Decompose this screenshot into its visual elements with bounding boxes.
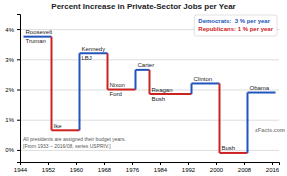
- watermark: zFacts.com: [255, 127, 285, 133]
- tick: 1%: [5, 117, 20, 123]
- segment-label: Roosevelt: [26, 29, 53, 35]
- connector: [149, 70, 151, 94]
- connector: [135, 70, 137, 90]
- tick-mark: [17, 150, 20, 151]
- tick-mark: [160, 162, 161, 165]
- chart: 0% 1% 2% 3% 4% 1944 1952 1960 1968 1976 1984 1992 20…: [0, 0, 287, 176]
- tick: 2%: [5, 87, 20, 93]
- tick-mark: [132, 162, 133, 165]
- axis-line: [17, 15, 21, 163]
- connector: [219, 83, 221, 152]
- segment-label: Bush: [152, 96, 166, 102]
- segment-label: Reagan: [152, 87, 173, 93]
- tick-label: 2%: [5, 87, 14, 93]
- tick-label: 1%: [5, 117, 14, 123]
- tick-label: 1944: [14, 167, 28, 173]
- tick: 2016: [266, 162, 280, 173]
- tick-label: 2016: [266, 167, 280, 173]
- footnote: [From 1933 – 2016/08, series USPRIV.]: [23, 143, 111, 149]
- tick-mark: [17, 90, 20, 91]
- tick-mark: [20, 162, 21, 165]
- tick: 1968: [98, 162, 112, 173]
- grid-line: [20, 59, 279, 60]
- notes: All presidents are assigned their budget…: [23, 136, 126, 149]
- x-axis: 1944 1952 1960 1968 1976 1984 1992 2000 2008 2016: [14, 162, 280, 173]
- segment-label: Bush: [222, 145, 236, 151]
- tick-mark: [104, 162, 105, 165]
- tick-mark: [272, 162, 273, 165]
- segment-label: Carter: [138, 62, 155, 68]
- tick-label: 0%: [5, 147, 14, 153]
- grid: [20, 30, 279, 151]
- tick-label: 2000: [210, 167, 224, 173]
- connector: [79, 53, 81, 130]
- connector: [191, 83, 193, 94]
- tick-label: 3%: [5, 57, 14, 63]
- axis-line: [21, 163, 280, 166]
- grid-line: [20, 150, 279, 151]
- grid-tick: [20, 59, 279, 60]
- tick: 4%: [5, 27, 20, 33]
- segment-label: Obama: [250, 85, 270, 91]
- tick: 3%: [5, 57, 20, 63]
- tick-label: 1976: [126, 167, 140, 173]
- tick: 2000: [210, 162, 224, 173]
- legend-entry: Democrats: 3 % per year: [198, 18, 270, 24]
- step-segment: [136, 69, 150, 71]
- tick-label: 1968: [98, 167, 112, 173]
- segment-label: Ford: [110, 91, 122, 97]
- tick-label: 4%: [5, 27, 14, 33]
- tick: 2008: [238, 162, 252, 173]
- segment-label: Truman: [26, 38, 46, 44]
- step-segment: [248, 92, 276, 94]
- tick: 1984: [154, 162, 168, 173]
- marks: [24, 37, 276, 153]
- tick-mark: [76, 162, 77, 165]
- segment-label: Ike: [54, 123, 63, 129]
- segment-label: Nixon: [110, 82, 125, 88]
- y-axis: 0% 1% 2% 3% 4%: [5, 15, 20, 163]
- title: Percent Increase in Private-Sector Jobs …: [51, 2, 235, 11]
- tick-mark: [17, 29, 20, 30]
- segment-label: Clinton: [194, 76, 213, 82]
- legend-entry: Republicans: 1 % per year: [198, 26, 273, 32]
- tick: 1992: [182, 162, 196, 173]
- tick-mark: [188, 162, 189, 165]
- tick: 1960: [70, 162, 84, 173]
- tick-label: 1960: [70, 167, 84, 173]
- tick: 0%: [5, 147, 20, 153]
- legend: Democrats: 3 % per year Republicans: 1 % …: [194, 15, 277, 36]
- tick-mark: [244, 162, 245, 165]
- tick: 1952: [42, 162, 56, 173]
- tick-mark: [17, 59, 20, 60]
- tick-label: 1952: [42, 167, 56, 173]
- segment-labels: Roosevelt Truman Ike Kennedy LBJ Nixon Ford Car…: [26, 29, 270, 151]
- connector: [247, 93, 249, 153]
- segment-label: Kennedy: [82, 46, 106, 52]
- step-segment: [220, 152, 248, 154]
- footnote: All presidents are assigned their budget…: [23, 136, 126, 142]
- connector: [107, 53, 109, 89]
- step-segment: [52, 129, 80, 131]
- tick-mark: [216, 162, 217, 165]
- tick: 1944: [14, 162, 28, 173]
- tick-label: 1984: [154, 167, 168, 173]
- grid-line: [20, 120, 279, 121]
- connector: [51, 37, 53, 131]
- tick: 1976: [126, 162, 140, 173]
- grid-tick: [20, 150, 279, 151]
- grid-tick: [20, 120, 279, 121]
- legend-box: [194, 15, 277, 36]
- tick-label: 2008: [238, 167, 252, 173]
- tick-mark: [17, 120, 20, 121]
- tick-mark: [48, 162, 49, 165]
- segment-label: LBJ: [82, 55, 92, 61]
- tick-label: 1992: [182, 167, 196, 173]
- step-segment: [192, 82, 220, 84]
